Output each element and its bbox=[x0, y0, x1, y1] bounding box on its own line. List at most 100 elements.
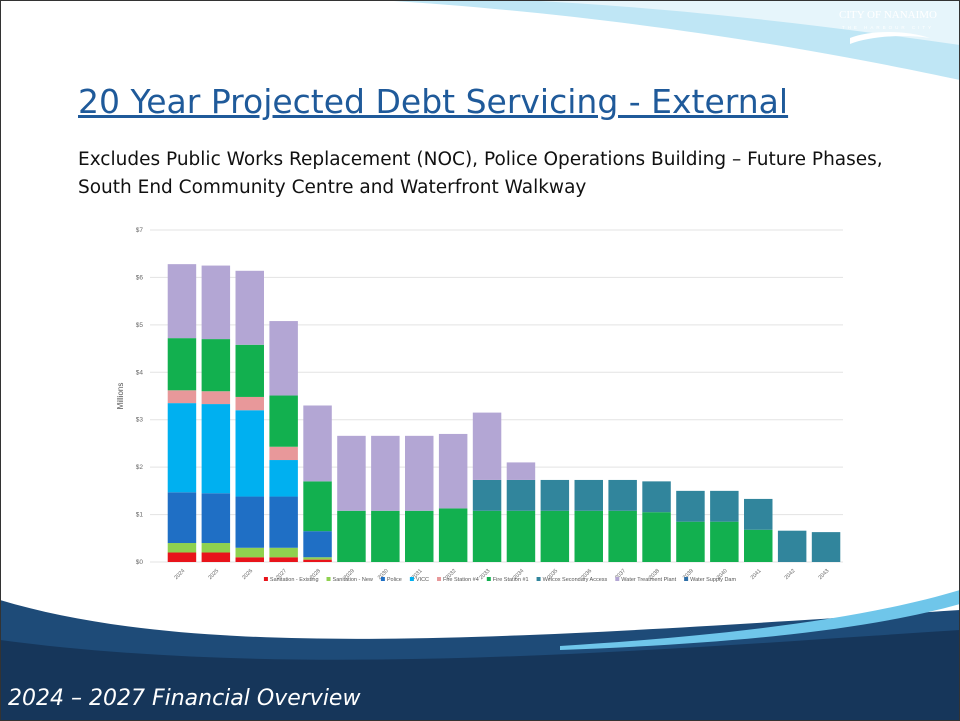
bar-segment bbox=[167, 403, 197, 493]
bar-segment bbox=[235, 270, 264, 345]
bar-segment bbox=[642, 481, 671, 513]
bar-segment bbox=[506, 479, 536, 511]
legend-label: Fire Station #4 bbox=[443, 577, 479, 583]
bar-segment bbox=[201, 493, 231, 544]
bar-segment bbox=[371, 510, 400, 562]
bar-segment bbox=[269, 446, 298, 461]
y-tick-label: $5 bbox=[136, 322, 144, 329]
legend-label: Sanitation - Existing bbox=[270, 577, 319, 583]
bar-segment bbox=[303, 405, 332, 482]
bar-segment bbox=[235, 410, 264, 497]
bar-segment bbox=[744, 498, 773, 530]
bar-segment bbox=[201, 391, 231, 405]
bar-segment bbox=[235, 547, 264, 558]
bar-segment bbox=[540, 510, 570, 562]
legend-swatch bbox=[380, 577, 385, 581]
bar-segment bbox=[269, 395, 298, 447]
bar-segment bbox=[540, 479, 570, 511]
bar-segment bbox=[167, 338, 197, 391]
bar-segment bbox=[472, 479, 502, 511]
bar-segment bbox=[269, 460, 298, 497]
bar-segment bbox=[167, 552, 197, 562]
bar-segment bbox=[608, 510, 637, 562]
legend-label: Water Supply Dam bbox=[690, 577, 736, 583]
bar-segment bbox=[574, 510, 603, 562]
x-tick-label: 2024 bbox=[173, 568, 186, 581]
logo-wave bbox=[850, 32, 930, 44]
bar-segment bbox=[235, 344, 264, 397]
bar-segment bbox=[506, 510, 536, 562]
legend-label: Water Treatment Plant bbox=[621, 577, 676, 583]
bar-segment bbox=[303, 559, 332, 562]
bar-segment bbox=[303, 531, 332, 558]
bar-segment bbox=[269, 547, 298, 558]
legend-swatch bbox=[536, 577, 541, 581]
bar-segment bbox=[472, 510, 502, 562]
bar-segment bbox=[269, 557, 298, 562]
bar-segment bbox=[405, 435, 434, 511]
legend-swatch bbox=[263, 577, 268, 581]
bar-segment bbox=[201, 339, 231, 392]
bar-segment bbox=[167, 390, 197, 404]
bar-segment bbox=[438, 508, 468, 562]
y-tick-label: $1 bbox=[136, 512, 144, 519]
slide-title: 20 Year Projected Debt Servicing - Exter… bbox=[78, 82, 789, 121]
bar-segment bbox=[676, 521, 705, 562]
bar-segment bbox=[676, 490, 705, 522]
x-tick-label: 2042 bbox=[784, 568, 797, 581]
bar-segment bbox=[235, 557, 264, 562]
bar-segment bbox=[201, 552, 231, 562]
bar-segment bbox=[438, 433, 468, 509]
bar-segment bbox=[167, 543, 197, 553]
bar-segment bbox=[269, 496, 298, 548]
y-tick-label: $4 bbox=[136, 369, 144, 376]
legend-label: Welcox Secondary Access bbox=[543, 577, 608, 583]
bar-segment bbox=[405, 510, 434, 562]
bar-segment bbox=[303, 557, 332, 560]
slide-footer: 2024 – 2027 Financial Overview bbox=[8, 686, 361, 711]
y-axis-label: Millions bbox=[116, 383, 125, 410]
top-wave-light bbox=[520, 0, 960, 45]
legend-label: Fire Station #1 bbox=[493, 577, 529, 583]
x-tick-label: 2041 bbox=[750, 568, 763, 581]
bar-segment bbox=[167, 492, 197, 544]
legend-swatch bbox=[615, 577, 620, 581]
y-tick-label: $2 bbox=[136, 464, 144, 471]
bar-segment bbox=[608, 479, 637, 511]
bar-segment bbox=[472, 412, 502, 480]
bar-segment bbox=[201, 265, 231, 340]
bar-segment bbox=[642, 512, 671, 562]
footer-band bbox=[0, 630, 960, 721]
x-tick-label: 2043 bbox=[818, 568, 831, 581]
legend-swatch bbox=[326, 577, 331, 581]
x-tick-label: 2026 bbox=[241, 568, 254, 581]
bar-segment bbox=[235, 496, 264, 548]
y-tick-label: $0 bbox=[136, 559, 144, 566]
bar-segment bbox=[744, 529, 773, 562]
bar-segment bbox=[371, 435, 400, 511]
x-tick-label: 2025 bbox=[207, 568, 220, 581]
y-tick-label: $7 bbox=[136, 227, 144, 234]
logo-text: CITY OF NANAIMO bbox=[839, 9, 937, 21]
bar-segment bbox=[167, 264, 197, 339]
accent-wave bbox=[560, 590, 960, 650]
bar-segment bbox=[777, 530, 807, 562]
bar-segment bbox=[710, 521, 739, 562]
bar-segment bbox=[337, 510, 366, 562]
legend: Sanitation - Existing Sanitation - New Pol… bbox=[263, 577, 736, 583]
legend-swatch bbox=[437, 577, 442, 581]
bar-segment bbox=[710, 490, 739, 522]
legend-label: Police bbox=[387, 577, 402, 583]
legend-label: VICC bbox=[416, 577, 429, 583]
y-tick-label: $3 bbox=[136, 417, 144, 424]
bar-segment bbox=[201, 543, 231, 553]
legend-swatch bbox=[409, 577, 414, 581]
slide-subtitle: Excludes Public Works Replacement (NOC),… bbox=[78, 149, 883, 198]
legend-label: Sanitation - New bbox=[333, 577, 373, 583]
legend-swatch bbox=[486, 577, 491, 581]
bar-segment bbox=[303, 481, 332, 532]
bar-segment bbox=[201, 404, 231, 494]
